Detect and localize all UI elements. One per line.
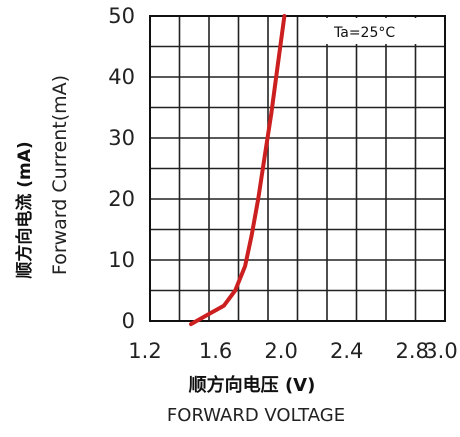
x-tick-label: 1.6	[199, 339, 232, 363]
y-tick-labels: 0 10 20 30 40 50	[108, 4, 135, 333]
y-tick-label: 10	[108, 248, 135, 272]
x-axis-label-cn: 顺方向电压 (V)	[189, 374, 316, 396]
x-tick-labels: 1.2 1.6 2.0 2.4 2.83.0	[128, 339, 457, 363]
plot-frame	[149, 15, 446, 322]
series-layer	[189, 14, 287, 327]
x-tick-label: 2.4	[330, 339, 363, 363]
grid	[150, 16, 445, 321]
y-tick-label: 50	[108, 4, 135, 28]
x-tick-label: 2.0	[264, 339, 297, 363]
series-line	[189, 14, 287, 327]
x-tick-label: 1.2	[128, 339, 161, 363]
annotation-box	[319, 18, 443, 44]
y-tick-label: 40	[108, 65, 135, 89]
x-tick-label: 2.8	[396, 339, 429, 363]
y-axis-label: Forward Current(mA)	[49, 75, 71, 275]
y-tick-label: 20	[108, 187, 135, 211]
x-tick-label: 3.0	[424, 339, 457, 363]
y-tick-label: 30	[108, 126, 135, 150]
y-axis-label-cn: 顺方向电流 (mA)	[14, 141, 35, 278]
temperature-annotation: Ta=25°C	[333, 25, 395, 41]
x-axis-label: FORWARD VOLTAGE	[167, 405, 345, 426]
y-tick-label: 0	[122, 309, 135, 333]
